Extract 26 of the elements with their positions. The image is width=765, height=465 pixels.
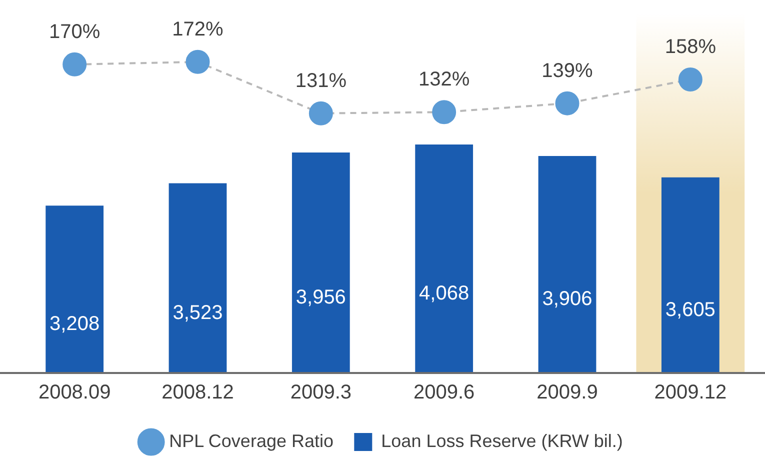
x-tick-label: 2008.09 bbox=[38, 382, 111, 404]
data-label: 158% bbox=[664, 36, 716, 58]
point bbox=[432, 100, 456, 124]
data-label: 131% bbox=[295, 70, 347, 92]
x-tick-label: 2009.6 bbox=[413, 382, 475, 404]
x-tick-label: 2009.3 bbox=[290, 382, 352, 404]
data-label: 3,956 bbox=[296, 286, 346, 308]
data-label: 139% bbox=[542, 60, 594, 82]
data-label: 3,523 bbox=[172, 302, 223, 324]
data-label: 132% bbox=[418, 68, 470, 91]
data-label: 3,208 bbox=[50, 312, 100, 335]
data-label: 170% bbox=[49, 20, 100, 43]
legend-label: Loan Loss Reserve (KRW bil.) bbox=[381, 430, 623, 451]
data-label: 172% bbox=[172, 18, 224, 40]
x-tick-label: 2008.12 bbox=[162, 382, 234, 404]
x-tick-label: 2009.12 bbox=[654, 382, 727, 404]
legend-label: NPL Coverage Ratio bbox=[169, 430, 334, 451]
data-label: 3,906 bbox=[542, 288, 592, 310]
data-label: 4,068 bbox=[419, 282, 470, 304]
point bbox=[678, 67, 702, 92]
point bbox=[186, 50, 210, 74]
point bbox=[308, 101, 333, 126]
data-label: 3,605 bbox=[665, 298, 716, 321]
x-tick-label: 2009.9 bbox=[536, 382, 598, 404]
point bbox=[62, 52, 87, 76]
point bbox=[555, 91, 580, 116]
